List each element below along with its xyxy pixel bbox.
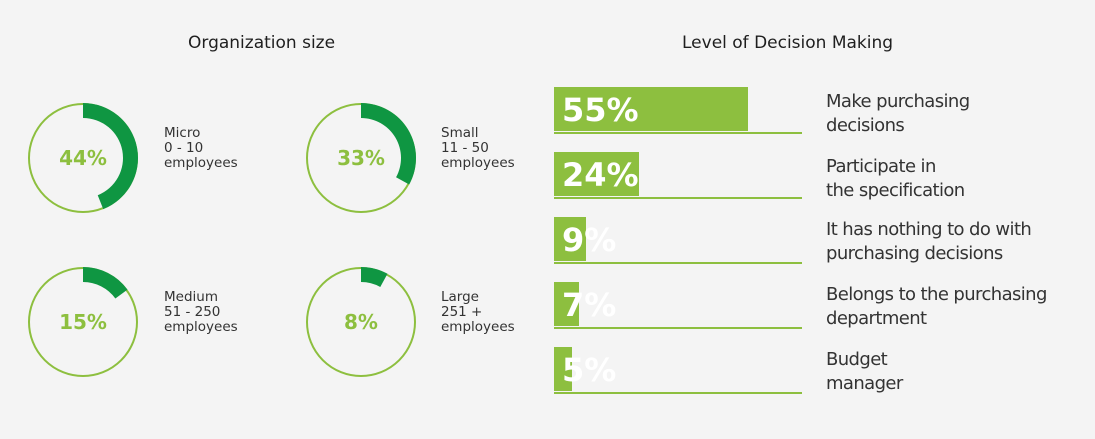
organization-size-title: Organization size (188, 33, 336, 53)
donut-label-medium: Medium 51 - 250 employees (164, 290, 238, 335)
bar-label-line: It has nothing to do with (826, 219, 1032, 240)
donut-label-large: Large 251 + employees (441, 290, 515, 335)
bar (554, 282, 579, 326)
donut-label-line: Medium (164, 289, 218, 305)
bar-row-nothing-to-do: 9% (554, 217, 802, 264)
donut-large: 8% (305, 266, 417, 378)
donut-arc (361, 103, 416, 185)
donut-label-small: Small 11 - 50 employees (441, 126, 515, 171)
donut-percent: 33% (337, 146, 385, 170)
bar-label-line: the specification (826, 180, 965, 201)
bar-label-budget-manager: Budget manager (826, 348, 903, 396)
donut-arc (83, 103, 138, 210)
donut-micro-chart (28, 103, 138, 213)
donut-percent: 8% (344, 310, 378, 334)
bar-baseline (554, 197, 802, 199)
bar-baseline (554, 327, 802, 329)
donut-percent: 15% (59, 310, 107, 334)
bar-label-line: decisions (826, 115, 905, 136)
bar-label-line: Belongs to the purchasing (826, 284, 1047, 305)
donut-label-line: Micro (164, 125, 201, 141)
bar-baseline (554, 262, 802, 264)
donut-label-line: employees (441, 155, 515, 171)
donut-label-line: 251 + (441, 304, 483, 320)
donut-micro: 44% (27, 102, 139, 214)
decision-making-title: Level of Decision Making (682, 33, 894, 53)
bar-label-line: Make purchasing (826, 91, 970, 112)
donut-label-line: employees (164, 319, 238, 335)
donut-small-chart (306, 103, 416, 213)
bar-label-nothing-to-do: It has nothing to do with purchasing dec… (826, 218, 1032, 266)
bar-row-budget-manager: 5% (554, 347, 802, 394)
donut-label-line: Small (441, 125, 479, 141)
bar (554, 217, 586, 261)
donut-label-line: employees (164, 155, 238, 171)
bar-value: 55% (562, 91, 639, 129)
bar-value: 24% (562, 156, 639, 194)
donut-small: 33% (305, 102, 417, 214)
donut-medium: 15% (27, 266, 139, 378)
donut-medium-chart (28, 267, 138, 377)
bar-value: 7% (562, 286, 617, 324)
bar (554, 87, 748, 131)
donut-label-line: 51 - 250 (164, 304, 221, 320)
bar-baseline (554, 132, 802, 134)
bar-label-purchasing-department: Belongs to the purchasing department (826, 283, 1047, 331)
donut-label-line: 11 - 50 (441, 140, 489, 156)
bar-row-make-purchasing: 55% (554, 87, 802, 134)
bar-label-line: manager (826, 373, 903, 394)
bar-baseline (554, 392, 802, 394)
bar (554, 347, 572, 391)
bar (554, 152, 639, 196)
bar-label-participate: Participate in the specification (826, 155, 965, 203)
donut-label-line: 0 - 10 (164, 140, 204, 156)
donut-label-micro: Micro 0 - 10 employees (164, 126, 238, 171)
donut-label-line: employees (441, 319, 515, 335)
donut-arc (361, 267, 388, 287)
bar-label-line: Participate in (826, 156, 936, 177)
donut-percent: 44% (59, 146, 107, 170)
bar-label-make-purchasing: Make purchasing decisions (826, 90, 970, 138)
donut-large-chart (306, 267, 416, 377)
donut-label-line: Large (441, 289, 479, 305)
bar-row-purchasing-department: 7% (554, 282, 802, 329)
bar-value: 9% (562, 221, 617, 259)
bar-label-line: Budget (826, 349, 888, 370)
bar-value: 5% (562, 351, 617, 389)
donut-arc (83, 267, 128, 299)
bar-label-line: department (826, 308, 927, 329)
bar-label-line: purchasing decisions (826, 243, 1003, 264)
bar-row-participate: 24% (554, 152, 802, 199)
